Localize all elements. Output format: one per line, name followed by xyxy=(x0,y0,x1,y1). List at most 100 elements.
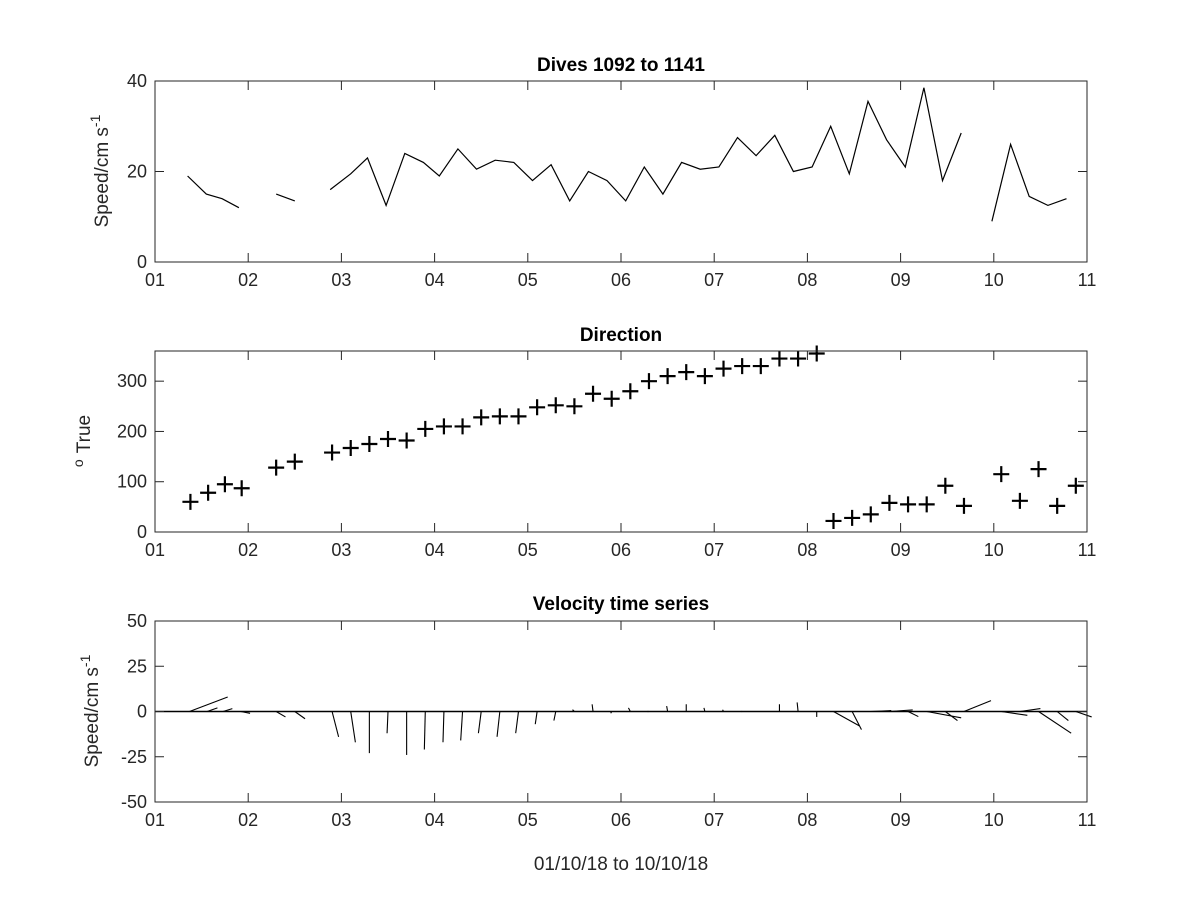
direction-point-38 xyxy=(918,496,935,513)
direction-point-1 xyxy=(200,484,217,501)
velocity-stick-1 xyxy=(207,707,218,713)
direction-point-40 xyxy=(955,497,972,514)
direction-point-7 xyxy=(342,440,359,457)
direction-point-16 xyxy=(510,408,527,425)
direction-point-25 xyxy=(678,364,695,381)
direction-point-39 xyxy=(937,477,954,494)
velocity-stick-43 xyxy=(1038,711,1072,734)
direction-panel-title: Direction xyxy=(580,325,662,346)
direction-point-29 xyxy=(752,358,769,375)
direction-panel-ylabel: oTrue xyxy=(70,415,95,467)
velocity-ytick-label-3: 25 xyxy=(127,656,147,676)
velocity-stick-18 xyxy=(553,711,557,721)
velocity-stick-5 xyxy=(294,711,306,720)
velocity-stick-20 xyxy=(591,704,594,712)
velocity-stick-35 xyxy=(870,710,892,713)
velocity-stick-36 xyxy=(889,709,913,713)
direction-point-3 xyxy=(233,480,250,497)
velocity-stick-0 xyxy=(189,696,228,713)
direction-point-37 xyxy=(900,496,917,513)
direction-xtick-label-5: 06 xyxy=(611,540,631,560)
direction-point-19 xyxy=(566,398,583,415)
speed-xtick-label-3: 04 xyxy=(425,270,445,290)
direction-point-10 xyxy=(398,432,415,449)
velocity-panel: Velocity time series Speed/cm s-1 01/10/… xyxy=(77,594,1096,875)
direction-point-8 xyxy=(361,436,378,453)
direction-point-35 xyxy=(862,506,879,523)
direction-point-23 xyxy=(640,373,657,390)
direction-data xyxy=(182,345,1084,529)
direction-point-2 xyxy=(216,476,233,493)
velocity-xtick-label-2: 03 xyxy=(331,810,351,830)
velocity-stick-12 xyxy=(442,711,445,743)
velocity-stick-2 xyxy=(222,708,233,713)
velocity-stick-11 xyxy=(423,711,426,750)
direction-point-15 xyxy=(491,408,508,425)
speed-panel: Dives 1092 to 1141 Speed/cm s-1 01 02 03 04… xyxy=(87,55,1096,290)
velocity-stick-24 xyxy=(666,705,669,712)
direction-point-20 xyxy=(585,385,602,402)
velocity-stick-44 xyxy=(1056,711,1069,721)
velocity-ytick-label-1: -25 xyxy=(121,747,147,767)
direction-point-22 xyxy=(622,383,639,400)
velocity-xtick-label-6: 07 xyxy=(704,810,724,830)
direction-point-36 xyxy=(881,494,898,511)
velocity-stick-37 xyxy=(907,711,919,718)
velocity-stick-22 xyxy=(627,707,631,712)
direction-xtick-label-8: 09 xyxy=(891,540,911,560)
speed-xtick-label-9: 10 xyxy=(984,270,1004,290)
speed-xtick-label-1: 02 xyxy=(238,270,258,290)
velocity-xtick-label-0: 01 xyxy=(145,810,165,830)
velocity-stick-21 xyxy=(610,711,613,714)
speed-panel-ylabel: Speed/cm s-1 xyxy=(87,114,113,227)
direction-xtick-label-9: 10 xyxy=(984,540,1004,560)
direction-point-21 xyxy=(603,390,620,407)
velocity-panel-ylabel: Speed/cm s-1 xyxy=(77,654,103,767)
velocity-stick-33 xyxy=(833,711,860,727)
direction-point-4 xyxy=(268,459,285,476)
direction-point-28 xyxy=(734,358,751,375)
velocity-data xyxy=(155,696,1092,755)
velocity-xtick-label-8: 09 xyxy=(891,810,911,830)
direction-xtick-label-4: 05 xyxy=(518,540,538,560)
direction-point-32 xyxy=(808,345,825,362)
speed-ytick-label-1: 20 xyxy=(127,162,147,182)
direction-xtick-label-1: 02 xyxy=(238,540,258,560)
direction-xtick-label-3: 04 xyxy=(425,540,445,560)
velocity-stick-19 xyxy=(572,709,575,712)
speed-xtick-label-10: 11 xyxy=(1078,270,1097,290)
direction-point-26 xyxy=(696,368,713,385)
direction-point-43 xyxy=(1030,461,1047,478)
velocity-stick-31 xyxy=(796,702,799,712)
direction-panel: Direction oTrue 01 02 03 04 05 06 07 08 09 10 11 0 1… xyxy=(70,325,1096,560)
speed-xtick-label-7: 08 xyxy=(797,270,817,290)
direction-point-24 xyxy=(659,368,676,385)
direction-point-6 xyxy=(324,444,341,461)
speed-xtick-label-0: 01 xyxy=(145,270,165,290)
velocity-xtick-label-4: 05 xyxy=(518,810,538,830)
direction-ytick-label-3: 300 xyxy=(117,371,147,391)
velocity-stick-45 xyxy=(1075,710,1092,718)
direction-point-34 xyxy=(844,509,861,526)
direction-xtick-label-7: 08 xyxy=(797,540,817,560)
speed-xtick-label-2: 03 xyxy=(331,270,351,290)
velocity-xtick-label-9: 10 xyxy=(984,810,1004,830)
velocity-ytick-label-4: 50 xyxy=(127,611,147,631)
speed-data xyxy=(187,87,1067,222)
velocity-stick-9 xyxy=(386,711,389,734)
direction-point-17 xyxy=(529,399,546,416)
speed-line-segment-0 xyxy=(187,175,240,209)
direction-point-42 xyxy=(1011,492,1028,509)
direction-point-5 xyxy=(286,453,303,470)
velocity-stick-6 xyxy=(331,711,340,737)
velocity-stick-26 xyxy=(703,707,706,712)
velocity-stick-40 xyxy=(963,700,992,713)
velocity-panel-title: Velocity time series xyxy=(533,594,709,615)
velocity-stick-38 xyxy=(926,710,962,719)
direction-point-11 xyxy=(417,420,434,437)
velocity-ytick-label-2: 0 xyxy=(137,702,147,722)
direction-ytick-label-0: 0 xyxy=(137,522,147,542)
speed-line-segment-3 xyxy=(991,142,1067,222)
direction-xtick-label-2: 03 xyxy=(331,540,351,560)
direction-point-30 xyxy=(771,350,788,367)
